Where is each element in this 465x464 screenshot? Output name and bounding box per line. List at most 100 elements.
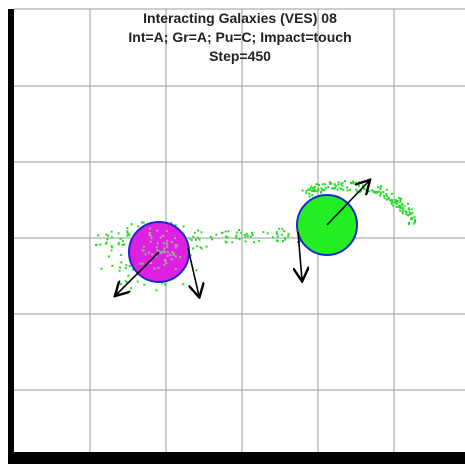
particle: [356, 183, 358, 185]
particle: [305, 192, 307, 194]
particle: [156, 246, 158, 248]
particle: [399, 210, 401, 212]
particle: [151, 237, 153, 239]
particle: [119, 270, 121, 272]
particle: [251, 232, 253, 234]
particle: [111, 265, 113, 267]
particle: [162, 235, 164, 237]
particle: [407, 203, 409, 205]
particle: [383, 195, 385, 197]
particle: [391, 203, 393, 205]
particle: [391, 201, 393, 203]
particle: [215, 234, 217, 236]
particle: [386, 199, 388, 201]
particle: [277, 235, 279, 237]
particle: [108, 256, 110, 258]
particle: [283, 230, 285, 232]
bottom-border: [8, 452, 465, 464]
particle: [389, 199, 391, 201]
particle: [227, 230, 229, 232]
particle: [316, 183, 318, 185]
particle: [400, 198, 402, 200]
particle: [388, 197, 390, 199]
particle: [352, 181, 354, 183]
particle: [378, 191, 380, 193]
particle: [156, 289, 158, 291]
particle: [160, 237, 162, 239]
particle: [287, 235, 289, 237]
particle: [402, 208, 404, 210]
particle: [201, 231, 203, 233]
particle: [377, 186, 379, 188]
particle: [225, 231, 227, 233]
particle: [192, 236, 194, 238]
particle: [322, 183, 324, 185]
particle: [158, 267, 160, 269]
particle: [149, 234, 151, 236]
particle: [222, 232, 224, 234]
particle: [174, 237, 176, 239]
particle: [250, 236, 252, 238]
particle: [379, 195, 381, 197]
settings: Int=A; Gr=A; Pu=C; Impact=touch: [128, 29, 351, 45]
particle: [235, 235, 237, 237]
particle: [129, 234, 131, 236]
particle: [408, 209, 410, 211]
particle: [149, 232, 151, 234]
particle: [380, 192, 382, 194]
particle: [324, 189, 326, 191]
particle: [246, 233, 248, 235]
particle: [165, 262, 167, 264]
particle: [139, 263, 141, 265]
particle: [371, 189, 373, 191]
particle: [118, 232, 120, 234]
particle: [398, 206, 400, 208]
particle: [189, 238, 191, 240]
particle: [127, 275, 129, 277]
particle: [164, 260, 166, 262]
particle: [105, 234, 107, 236]
particle: [337, 189, 339, 191]
particle: [262, 231, 264, 233]
particle: [151, 253, 153, 255]
particle: [119, 237, 121, 239]
particle: [183, 225, 185, 227]
particle: [100, 268, 102, 270]
step: Step=450: [209, 48, 271, 64]
particle: [342, 189, 344, 191]
particle: [258, 240, 260, 242]
page: Interacting Galaxies (VES) 08 Int=A; Gr=…: [0, 0, 465, 464]
particle: [192, 248, 194, 250]
particle: [350, 182, 352, 184]
particle: [252, 234, 254, 236]
particle: [182, 283, 184, 285]
particle: [363, 188, 365, 190]
particle: [245, 240, 247, 242]
particle: [149, 228, 151, 230]
particle: [284, 237, 286, 239]
particle: [150, 262, 152, 264]
particle: [406, 211, 408, 213]
particle: [340, 183, 342, 185]
particle: [164, 251, 166, 253]
particle: [143, 222, 145, 224]
particle: [106, 238, 108, 240]
particle: [384, 197, 386, 199]
particle: [355, 189, 357, 191]
particle: [125, 267, 127, 269]
particle: [231, 241, 233, 243]
particle: [175, 268, 177, 270]
particle: [137, 281, 139, 283]
particle: [99, 244, 101, 246]
particle: [396, 206, 398, 208]
particle: [179, 256, 181, 258]
particle: [414, 216, 416, 218]
particle: [411, 208, 413, 210]
particle: [195, 239, 197, 241]
particle: [171, 241, 173, 243]
particle: [141, 222, 143, 224]
particle: [120, 283, 122, 285]
particle: [324, 183, 326, 185]
particle: [358, 181, 360, 183]
particle: [166, 230, 168, 232]
